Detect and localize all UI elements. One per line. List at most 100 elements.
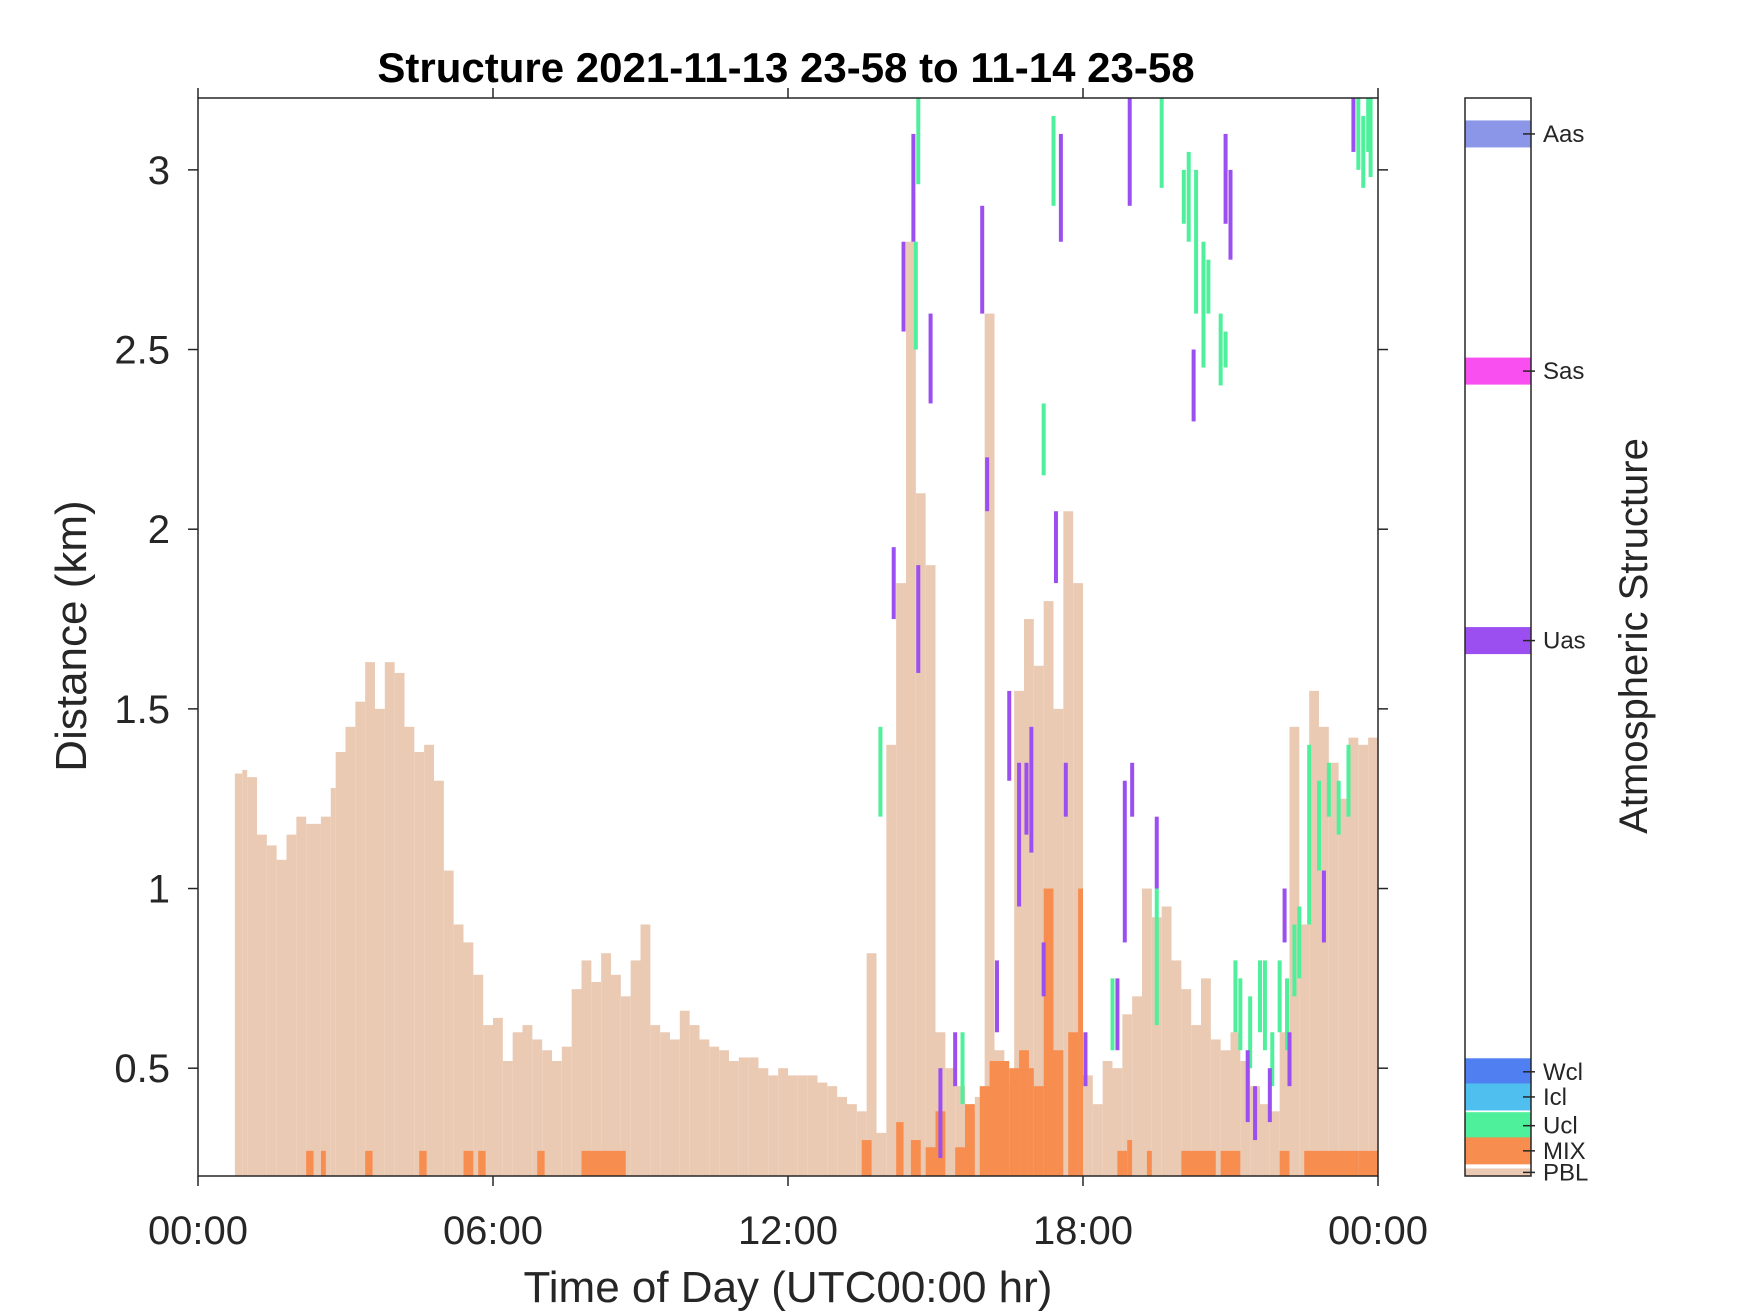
mix-bar bbox=[861, 1140, 872, 1176]
pbl-bar bbox=[778, 1068, 788, 1176]
ucl-segment bbox=[1285, 978, 1290, 1051]
mix-bar bbox=[1053, 1050, 1064, 1176]
pbl-bar bbox=[1240, 1061, 1251, 1176]
mix-bar bbox=[1033, 1086, 1044, 1176]
ucl-segment bbox=[1223, 331, 1228, 368]
pbl-bar bbox=[660, 1032, 670, 1176]
pbl-bar bbox=[1319, 726, 1329, 1176]
uas-segment bbox=[1053, 511, 1058, 584]
y-tick-label: 1 bbox=[148, 868, 170, 912]
uas-segment bbox=[1245, 1050, 1250, 1123]
pbl-bar bbox=[453, 924, 464, 1176]
pbl-bar bbox=[483, 1025, 493, 1176]
pbl-bar bbox=[234, 773, 243, 1176]
mix-bar bbox=[581, 1150, 626, 1176]
ucl-segment bbox=[878, 726, 883, 817]
ucl-segment bbox=[1346, 744, 1351, 817]
colorbar-swatch-icl bbox=[1465, 1083, 1531, 1111]
pbl-bar bbox=[443, 870, 454, 1176]
ucl-segment bbox=[1356, 98, 1361, 170]
pbl-bar bbox=[276, 859, 287, 1176]
mix-bar bbox=[1220, 1150, 1241, 1176]
pbl-bar bbox=[1063, 511, 1074, 1176]
colorbar-label-mix: MIX bbox=[1543, 1138, 1586, 1165]
colorbar-label-ucl: Ucl bbox=[1543, 1113, 1578, 1140]
mix-bar bbox=[1358, 1150, 1378, 1176]
pbl-bar bbox=[601, 953, 611, 1176]
ucl-segment bbox=[1218, 313, 1223, 386]
y-tick-label: 2.5 bbox=[114, 329, 170, 373]
ucl-segment bbox=[1270, 1032, 1275, 1087]
pbl-bar bbox=[394, 672, 405, 1176]
pbl-bar bbox=[640, 924, 651, 1176]
pbl-bar bbox=[670, 1039, 680, 1176]
uas-segment bbox=[1154, 816, 1159, 889]
pbl-bar bbox=[512, 1032, 523, 1176]
uas-segment bbox=[1321, 870, 1326, 943]
mix-bar bbox=[320, 1150, 326, 1176]
pbl-bar bbox=[1112, 1068, 1123, 1176]
pbl-bar bbox=[1328, 762, 1339, 1176]
uas-bars bbox=[891, 98, 1356, 1159]
pbl-bar bbox=[552, 1061, 562, 1176]
ucl-segment bbox=[1186, 151, 1191, 242]
colorbar-swatch-uas bbox=[1465, 627, 1531, 655]
pbl-bar bbox=[699, 1039, 710, 1176]
pbl-bar bbox=[591, 981, 602, 1176]
uas-segment bbox=[891, 547, 896, 620]
pbl-bar bbox=[355, 701, 366, 1176]
mix-bar bbox=[896, 1122, 904, 1176]
pbl-bar bbox=[866, 953, 877, 1176]
pbl-bar bbox=[886, 744, 897, 1176]
colorbar-label-wcl: Wcl bbox=[1543, 1059, 1583, 1086]
colorbar-label-pbl: PBL bbox=[1543, 1159, 1588, 1186]
pbl-bar bbox=[630, 960, 641, 1176]
colorbar-label-aas: Aas bbox=[1543, 121, 1584, 148]
x-tick-label: 12:00 bbox=[738, 1209, 838, 1253]
ucl-segment bbox=[1277, 960, 1282, 1033]
uas-segment bbox=[980, 205, 985, 314]
pbl-bar bbox=[384, 662, 395, 1176]
pbl-bar bbox=[522, 1025, 533, 1176]
mix-bar bbox=[965, 1104, 975, 1176]
pbl-bar bbox=[1151, 917, 1162, 1176]
pbl-bar bbox=[1024, 619, 1034, 1176]
ucl-segment bbox=[1206, 259, 1211, 314]
pbl-bar bbox=[1368, 737, 1378, 1176]
ucl-segment bbox=[1317, 780, 1321, 871]
pbl-bar bbox=[257, 834, 267, 1176]
x-axis: 00:00 06:00 12:00 18:00 00:00 bbox=[148, 88, 1428, 1253]
pbl-bar bbox=[493, 1017, 503, 1176]
pbl-bars bbox=[234, 241, 1378, 1177]
pbl-bar bbox=[679, 1010, 690, 1176]
ucl-bars bbox=[878, 98, 1373, 1105]
mix-bar bbox=[1279, 1150, 1290, 1176]
mix-bar bbox=[463, 1150, 474, 1176]
uas-segment bbox=[1282, 888, 1287, 943]
ucl-segment bbox=[1110, 978, 1115, 1051]
pbl-bar bbox=[1201, 978, 1211, 1176]
ucl-segment bbox=[1366, 98, 1371, 152]
mix-bar bbox=[1043, 888, 1054, 1176]
y-tick-label: 3 bbox=[148, 149, 170, 193]
mix-bar bbox=[1009, 1068, 1020, 1176]
pbl-bar bbox=[896, 583, 906, 1176]
ucl-segment bbox=[1262, 960, 1267, 1051]
colorbar-swatch-mix bbox=[1465, 1137, 1531, 1165]
mix-bar bbox=[1117, 1150, 1128, 1176]
ucl-segment bbox=[1326, 762, 1331, 817]
pbl-bar bbox=[709, 1046, 720, 1176]
uas-segment bbox=[1058, 133, 1063, 242]
pbl-bar bbox=[1299, 924, 1310, 1176]
ucl-segment bbox=[1233, 960, 1238, 1033]
pbl-bar bbox=[876, 1132, 887, 1176]
pbl-bar bbox=[748, 1057, 759, 1176]
pbl-bar bbox=[306, 823, 321, 1176]
x-tick-label: 00:00 bbox=[148, 1209, 248, 1253]
pbl-bar bbox=[1338, 798, 1349, 1176]
x-tick-label: 18:00 bbox=[1033, 1209, 1133, 1253]
pbl-bar bbox=[502, 1061, 513, 1176]
colorbar-label-sas: Sas bbox=[1543, 358, 1584, 385]
pbl-bar bbox=[611, 974, 621, 1176]
uas-segment bbox=[928, 313, 933, 404]
